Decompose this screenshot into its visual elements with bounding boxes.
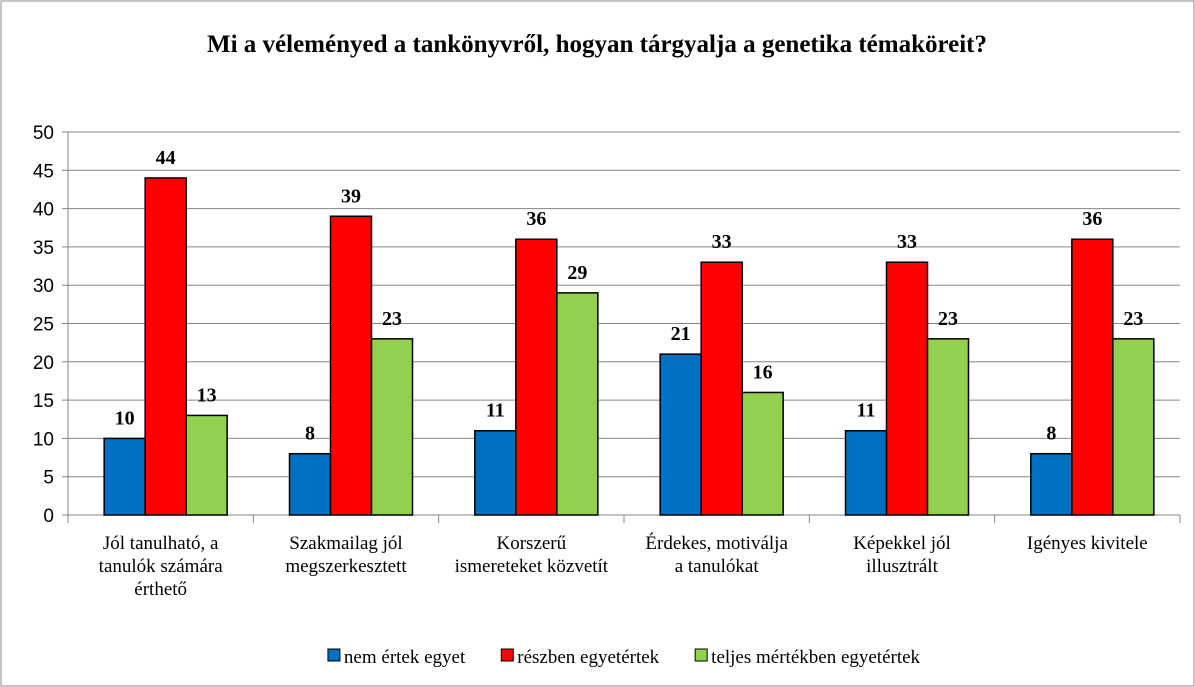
y-tick-label: 40 [33, 200, 54, 221]
bar [288, 452, 332, 516]
bar [885, 261, 929, 516]
bar [474, 429, 517, 516]
value-label: 29 [567, 262, 587, 284]
bar [556, 292, 599, 516]
y-tick-label: 35 [33, 238, 54, 259]
x-tick-label: Képekkel jól illusztrált [853, 533, 951, 577]
legend-swatch [694, 648, 708, 662]
legend-label: részben egyetértek [517, 647, 659, 668]
legend-swatch [500, 648, 514, 662]
value-label: 36 [1082, 208, 1102, 230]
value-label: 11 [857, 400, 876, 422]
value-label: 23 [382, 308, 402, 330]
y-tick-label: 45 [33, 161, 54, 182]
bar [185, 414, 228, 516]
value-label: 33 [897, 231, 917, 253]
y-tick-label: 20 [33, 353, 54, 374]
y-tick-label: 10 [33, 429, 54, 450]
bar [1030, 452, 1073, 516]
x-tick-label: Érdekes, motiválja a tanulókat [645, 532, 788, 577]
y-tick-label: 15 [33, 391, 54, 412]
legend-label: teljes mértékben egyetértek [711, 647, 920, 668]
legend: nem értek egyet részben egyetértek teljes … [327, 647, 921, 668]
bar [700, 261, 743, 516]
x-tick-label: Korszerű ismereteket közvetít [455, 533, 609, 577]
value-label: 21 [671, 323, 691, 345]
value-label: 8 [305, 423, 315, 445]
chart-title: Mi a véleményed a tankönyvről, hogyan tá… [207, 31, 987, 58]
bar [1071, 238, 1114, 516]
y-tick-label: 50 [33, 123, 54, 144]
value-label: 23 [938, 308, 958, 330]
x-tick-label: Jól tanulható, a tanulók számára érthető [99, 533, 224, 600]
value-label: 44 [156, 147, 176, 169]
bar [329, 215, 373, 516]
value-label: 10 [115, 407, 135, 429]
bar [659, 353, 702, 516]
bar [144, 177, 187, 516]
bar [844, 429, 888, 516]
bar [926, 338, 970, 516]
y-tick-label: 5 [43, 468, 54, 489]
x-tick-label: Igényes kivitele [1027, 533, 1148, 554]
y-tick-label: 0 [43, 506, 54, 527]
value-label: 36 [526, 208, 546, 230]
y-tick-label: 25 [33, 315, 54, 336]
bar [515, 238, 558, 516]
x-tick-label: Szakmailag jól megszerkesztett [285, 533, 407, 577]
value-label: 8 [1046, 423, 1056, 445]
y-tick-label: 30 [33, 276, 54, 297]
bar [741, 391, 784, 516]
bar [103, 437, 146, 516]
value-label: 39 [341, 185, 361, 207]
value-label: 11 [486, 400, 505, 422]
legend-swatch [327, 648, 341, 662]
value-label: 16 [753, 361, 773, 383]
bar [1112, 338, 1155, 516]
legend-label: nem értek egyet [344, 647, 466, 668]
value-label: 23 [1123, 308, 1143, 330]
value-label: 13 [197, 384, 217, 406]
value-label: 33 [712, 231, 732, 253]
bar [370, 338, 414, 516]
